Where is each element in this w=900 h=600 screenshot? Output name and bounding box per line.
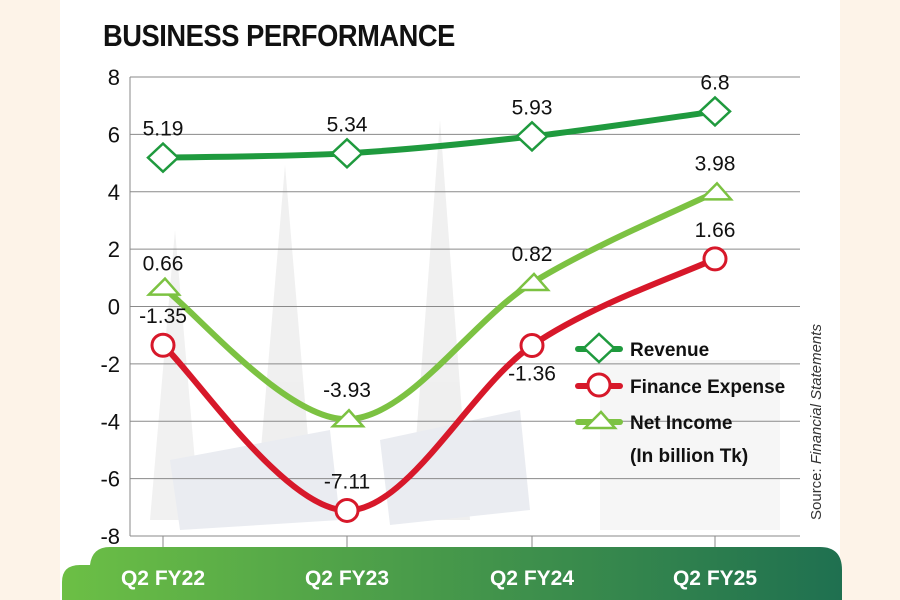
circle-marker	[519, 333, 545, 359]
triangle-marker	[329, 408, 366, 428]
background-illustration	[150, 120, 780, 530]
data-label: -1.36	[508, 363, 556, 386]
source-text: Financial Statements	[808, 324, 825, 465]
data-label: 6.8	[700, 71, 729, 94]
data-label: 0.66	[143, 253, 184, 276]
y-tick-label: 0	[108, 295, 120, 320]
y-tick-label: 2	[108, 237, 120, 262]
y-tick-label: -4	[100, 409, 120, 434]
y-tick-label: 4	[108, 180, 120, 205]
series-line-finance-expense	[160, 255, 718, 514]
circle-marker	[334, 497, 360, 523]
unit-note: (In billion Tk)	[630, 446, 748, 467]
data-label: 5.93	[512, 96, 553, 119]
legend-label: Revenue	[630, 340, 709, 361]
diamond-marker	[330, 137, 364, 170]
series-line-net-income	[160, 189, 718, 423]
y-tick-label: -6	[100, 467, 120, 492]
source-note: Source: Financial Statements	[808, 324, 825, 520]
circle-marker	[702, 246, 728, 272]
x-tick-label: Q2 FY25	[673, 567, 757, 590]
triangle-marker	[514, 272, 551, 292]
y-tick-label: 6	[108, 122, 120, 147]
data-label: -3.93	[323, 379, 371, 402]
legend-triangle-icon	[581, 410, 618, 430]
diamond-marker	[698, 95, 732, 128]
data-label: 5.19	[143, 118, 184, 141]
triangle-marker	[145, 276, 182, 296]
x-tick-label: Q2 FY23	[305, 567, 389, 590]
data-label: -1.35	[139, 305, 187, 328]
legend-diamond-icon	[582, 332, 616, 364]
x-axis-band: Q2 FY22 Q2 FY23 Q2 FY24 Q2 FY25	[62, 547, 842, 600]
data-label: 0.82	[512, 243, 553, 266]
y-tick-label: 8	[108, 65, 120, 90]
y-tick-label: -8	[100, 524, 120, 549]
diamond-marker	[515, 120, 549, 153]
circle-marker	[150, 332, 176, 358]
series-line-revenue	[160, 108, 718, 161]
legend-circle-icon	[586, 372, 612, 398]
data-label: -7.11	[324, 470, 370, 493]
y-tick-label: -2	[100, 352, 120, 377]
source-prefix: Source:	[808, 464, 825, 520]
x-tick-label: Q2 FY24	[490, 567, 574, 590]
x-tick-label: Q2 FY22	[121, 567, 205, 590]
legend: Revenue Finance Expense Net Income (In bill…	[575, 332, 785, 467]
data-label: 1.66	[695, 219, 736, 242]
diamond-marker	[146, 141, 180, 174]
triangle-marker	[697, 181, 734, 201]
x-axis-band-shape	[62, 547, 842, 600]
data-label: 3.98	[695, 152, 736, 175]
chart-title: BUSINESS PERFORMANCE	[103, 18, 455, 53]
legend-label: Net Income	[630, 413, 732, 434]
legend-label: Finance Expense	[630, 377, 785, 398]
data-label: 5.34	[327, 113, 368, 136]
